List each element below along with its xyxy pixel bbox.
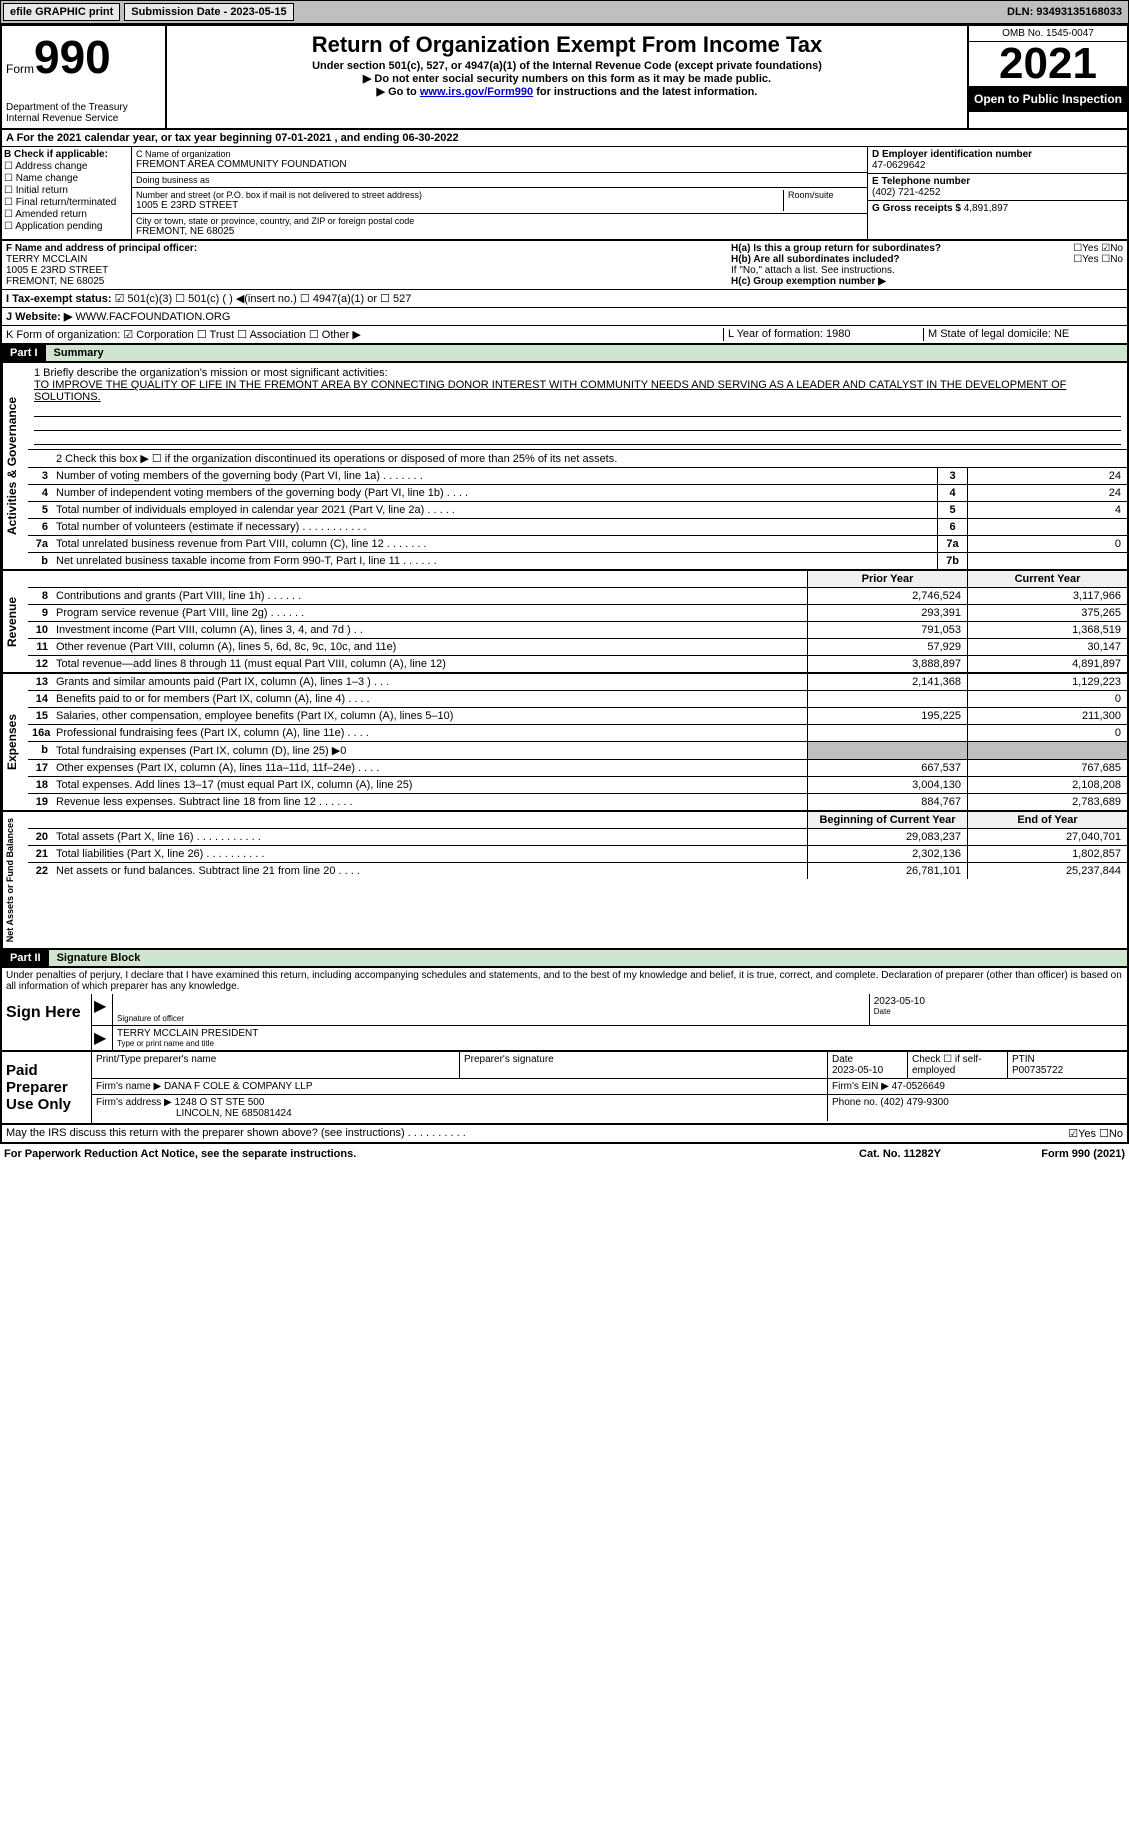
- vtab-revenue: Revenue: [2, 571, 28, 672]
- expense-line: 17Other expenses (Part IX, column (A), l…: [28, 760, 1127, 777]
- expense-line: 18Total expenses. Add lines 13–17 (must …: [28, 777, 1127, 794]
- irs-link[interactable]: www.irs.gov/Form990: [420, 86, 533, 98]
- expense-line: 13Grants and similar amounts paid (Part …: [28, 674, 1127, 691]
- revenue-line: 9Program service revenue (Part VIII, lin…: [28, 605, 1127, 622]
- expenses-section: Expenses 13Grants and similar amounts pa…: [0, 674, 1129, 812]
- chk-final-return[interactable]: ☐ Final return/terminated: [4, 197, 129, 208]
- sub2: ▶ Do not enter social security numbers o…: [171, 72, 963, 85]
- firm-addr2: LINCOLN, NE 685081424: [96, 1108, 823, 1119]
- form-header: Form990 Department of the Treasury Inter…: [0, 24, 1129, 130]
- chk-amended[interactable]: ☐ Amended return: [4, 209, 129, 220]
- officer-name: TERRY MCCLAIN: [6, 254, 723, 265]
- ein: 47-0629642: [872, 160, 1123, 171]
- line-2[interactable]: 2 Check this box ▶ ☐ if the organization…: [52, 450, 1127, 467]
- discuss-yn[interactable]: ☑Yes ☐No: [1068, 1127, 1123, 1140]
- chk-self-employed[interactable]: Check ☐ if self-employed: [912, 1054, 1003, 1076]
- hb-yn[interactable]: ☐Yes ☐No: [1073, 254, 1123, 265]
- top-bar: efile GRAPHIC print Submission Date - 20…: [0, 0, 1129, 24]
- ptin: P00735722: [1012, 1065, 1123, 1076]
- summary-line: 6Total number of volunteers (estimate if…: [28, 519, 1127, 536]
- penalties-text: Under penalties of perjury, I declare th…: [0, 968, 1129, 994]
- vtab-expenses: Expenses: [2, 674, 28, 810]
- paid-preparer: Paid Preparer Use Only Print/Type prepar…: [0, 1052, 1129, 1125]
- row-j: J Website: ▶ WWW.FACFOUNDATION.ORG: [0, 308, 1129, 326]
- sig-arrow-icon: ▶: [92, 994, 112, 1025]
- summary-line: 7aTotal unrelated business revenue from …: [28, 536, 1127, 553]
- vtab-actgov: Activities & Governance: [2, 363, 28, 569]
- ha-yn[interactable]: ☐Yes ☑No: [1073, 243, 1123, 254]
- expense-line: 14Benefits paid to or for members (Part …: [28, 691, 1127, 708]
- firm-addr1: 1248 O ST STE 500: [175, 1097, 265, 1108]
- summary-line: 4Number of independent voting members of…: [28, 485, 1127, 502]
- gross-receipts: 4,891,897: [964, 203, 1009, 214]
- firm-ein: 47-0526649: [892, 1081, 945, 1092]
- irs-label: Internal Revenue Service: [6, 113, 161, 124]
- street: 1005 E 23RD STREET: [136, 200, 783, 211]
- sig-date: 2023-05-10: [874, 996, 1123, 1007]
- row-fh: F Name and address of principal officer:…: [0, 241, 1129, 290]
- sub3: ▶ Go to www.irs.gov/Form990 for instruct…: [171, 85, 963, 98]
- chk-name-change[interactable]: ☐ Name change: [4, 173, 129, 184]
- vtab-netassets: Net Assets or Fund Balances: [2, 812, 28, 948]
- state-domicile: M State of legal domicile: NE: [923, 328, 1123, 341]
- form-number: 990: [34, 31, 111, 83]
- expense-line: bTotal fundraising expenses (Part IX, co…: [28, 742, 1127, 760]
- chk-address-change[interactable]: ☐ Address change: [4, 161, 129, 172]
- efile-button[interactable]: efile GRAPHIC print: [3, 3, 120, 21]
- row-k: K Form of organization: ☑ Corporation ☐ …: [0, 326, 1129, 345]
- box-d-e-g: D Employer identification number 47-0629…: [867, 147, 1127, 239]
- sign-here: Sign Here ▶ Signature of officer 2023-05…: [0, 994, 1129, 1052]
- signer-name: TERRY MCCLAIN PRESIDENT: [117, 1028, 1123, 1039]
- activities-governance: Activities & Governance 1 Briefly descri…: [0, 363, 1129, 571]
- expense-line: 19Revenue less expenses. Subtract line 1…: [28, 794, 1127, 810]
- section-bcd: B Check if applicable: ☐ Address change …: [0, 147, 1129, 241]
- expense-line: 15Salaries, other compensation, employee…: [28, 708, 1127, 725]
- netasset-line: 21Total liabilities (Part X, line 26) . …: [28, 846, 1127, 863]
- submission-date-button[interactable]: Submission Date - 2023-05-15: [124, 3, 293, 21]
- discuss-row: May the IRS discuss this return with the…: [0, 1125, 1129, 1144]
- summary-line: 3Number of voting members of the governi…: [28, 468, 1127, 485]
- mission-text: TO IMPROVE THE QUALITY OF LIFE IN THE FR…: [34, 379, 1121, 403]
- summary-line: bNet unrelated business taxable income f…: [28, 553, 1127, 569]
- expense-line: 16aProfessional fundraising fees (Part I…: [28, 725, 1127, 742]
- form-word: Form: [6, 62, 34, 76]
- netasset-line: 22Net assets or fund balances. Subtract …: [28, 863, 1127, 879]
- page-footer: For Paperwork Reduction Act Notice, see …: [0, 1144, 1129, 1164]
- part-i-header: Part I Summary: [0, 345, 1129, 363]
- dln-label: DLN: 93493135168033: [1007, 6, 1122, 18]
- netasset-line: 20Total assets (Part X, line 16) . . . .…: [28, 829, 1127, 846]
- tax-year: 2021: [969, 42, 1127, 86]
- part-ii-header: Part II Signature Block: [0, 950, 1129, 968]
- chk-app-pending[interactable]: ☐ Application pending: [4, 221, 129, 232]
- summary-line: 5Total number of individuals employed in…: [28, 502, 1127, 519]
- year-formation: L Year of formation: 1980: [723, 328, 923, 341]
- form-of-org[interactable]: K Form of organization: ☑ Corporation ☐ …: [6, 328, 723, 341]
- city: FREMONT, NE 68025: [136, 226, 863, 237]
- firm-name: DANA F COLE & COMPANY LLP: [164, 1081, 313, 1092]
- chk-initial-return[interactable]: ☐ Initial return: [4, 185, 129, 196]
- form-title: Return of Organization Exempt From Incom…: [171, 32, 963, 58]
- dept-label: Department of the Treasury: [6, 102, 161, 113]
- row-i: I Tax-exempt status: ☑ 501(c)(3) ☐ 501(c…: [0, 290, 1129, 308]
- box-b: B Check if applicable: ☐ Address change …: [2, 147, 132, 239]
- row-a-period: A For the 2021 calendar year, or tax yea…: [0, 130, 1129, 147]
- revenue-line: 10Investment income (Part VIII, column (…: [28, 622, 1127, 639]
- tax-status-opts[interactable]: ☑ 501(c)(3) ☐ 501(c) ( ) ◀(insert no.) ☐…: [115, 293, 412, 305]
- box-c: C Name of organization FREMONT AREA COMM…: [132, 147, 867, 239]
- revenue-line: 11Other revenue (Part VIII, column (A), …: [28, 639, 1127, 656]
- sub1: Under section 501(c), 527, or 4947(a)(1)…: [171, 60, 963, 72]
- website: WWW.FACFOUNDATION.ORG: [75, 311, 230, 323]
- revenue-section: Revenue Prior YearCurrent Year 8Contribu…: [0, 571, 1129, 674]
- netassets-section: Net Assets or Fund Balances Beginning of…: [0, 812, 1129, 950]
- firm-phone: (402) 479-9300: [880, 1097, 948, 1108]
- org-name: FREMONT AREA COMMUNITY FOUNDATION: [136, 159, 863, 170]
- open-to-public: Open to Public Inspection: [969, 86, 1127, 112]
- revenue-line: 12Total revenue—add lines 8 through 11 (…: [28, 656, 1127, 672]
- revenue-line: 8Contributions and grants (Part VIII, li…: [28, 588, 1127, 605]
- phone: (402) 721-4252: [872, 187, 1123, 198]
- sig-arrow-icon-2: ▶: [92, 1026, 112, 1050]
